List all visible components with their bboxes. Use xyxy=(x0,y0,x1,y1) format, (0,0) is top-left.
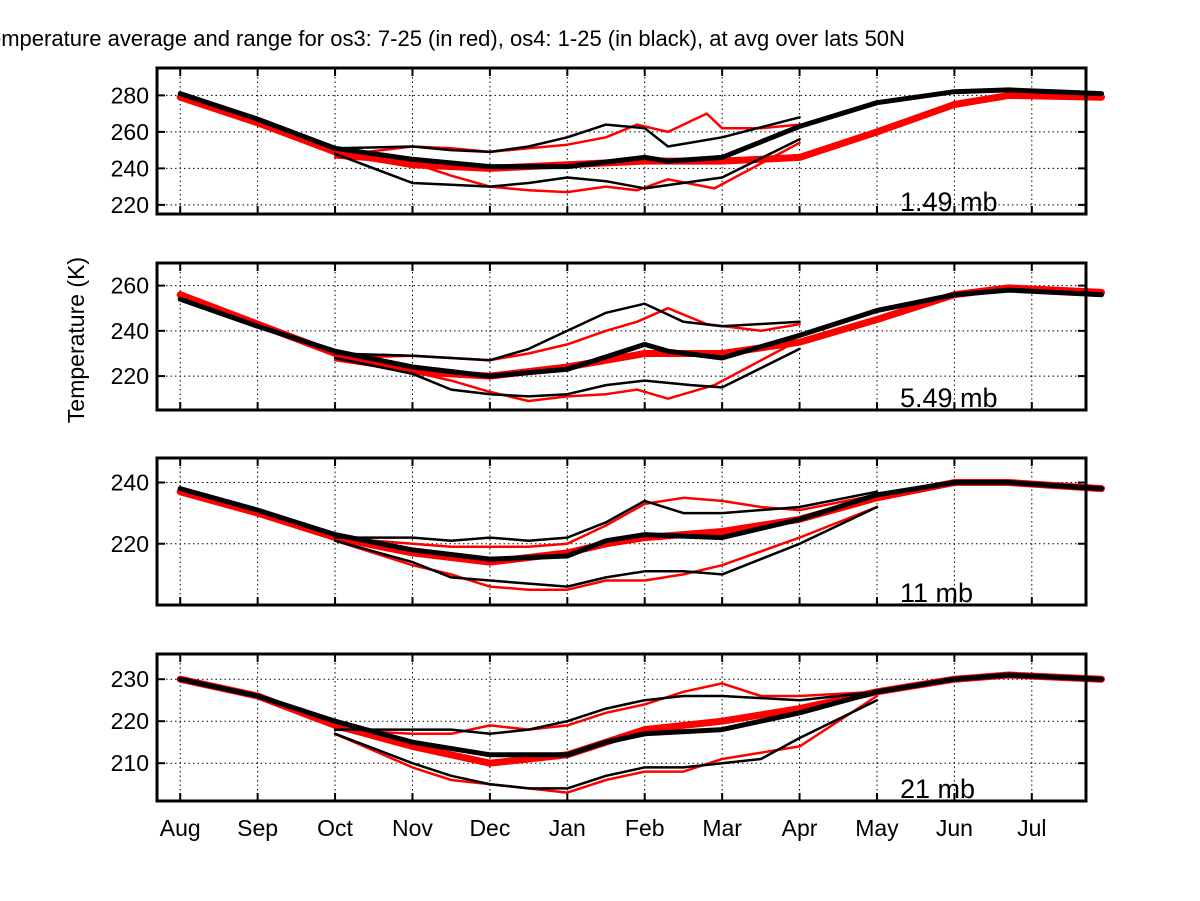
panel-frame xyxy=(155,261,1088,412)
series-os3-max-line xyxy=(333,112,801,157)
x-tick-label: Sep xyxy=(237,815,278,841)
y-tick-label: 280 xyxy=(111,82,149,108)
series-os4-min-line xyxy=(333,698,879,790)
series-os4-mean-line xyxy=(177,672,1104,758)
series-os3-min-line xyxy=(333,338,801,403)
panel-frame xyxy=(155,66,1088,216)
series-os4-mean-line xyxy=(177,87,1104,170)
x-tick-label: Mar xyxy=(702,815,742,841)
chart-title: Temperature average and range for os3: 7… xyxy=(0,26,905,51)
panel-level-label: 11 mb xyxy=(900,578,973,608)
x-tick-label: Apr xyxy=(782,815,818,841)
y-tick-label: 230 xyxy=(111,666,149,692)
panel-frame xyxy=(155,652,1088,803)
y-tick-label: 260 xyxy=(111,273,149,299)
panel-1: 220 240 260 280 1.49 mb xyxy=(111,66,1105,218)
series-os3-min-line xyxy=(333,505,879,591)
y-tick-label: 220 xyxy=(111,192,149,218)
series-os3-max-line xyxy=(333,493,879,549)
series-os4-max-line xyxy=(333,302,801,362)
panel-level-label: 5.49 mb xyxy=(900,383,998,413)
x-tick-label: Jul xyxy=(1017,815,1046,841)
series-os3-mean-line xyxy=(176,91,1105,172)
y-tick-label: 260 xyxy=(111,119,149,145)
x-tick-label: Nov xyxy=(392,815,433,841)
x-tick-label: Feb xyxy=(625,815,665,841)
series-os4-max-line xyxy=(333,490,879,542)
x-tick-label: May xyxy=(855,815,899,841)
panel-level-label: 1.49 mb xyxy=(900,187,998,217)
x-tick-label: Dec xyxy=(469,815,510,841)
y-axis-label: Temperature (K) xyxy=(63,257,89,423)
x-tick-label: Jun xyxy=(936,815,973,841)
series-os3-max-line xyxy=(333,682,879,736)
x-tick-label: Jan xyxy=(549,815,586,841)
panel-frame xyxy=(155,456,1088,607)
series-os3-min-line xyxy=(333,694,879,794)
series-os4-mean-line xyxy=(177,480,1104,562)
panels-group: 220 240 260 280 1.49 mb 220 240 260 5.49 mb 220 24… xyxy=(111,66,1105,804)
y-tick-label: 220 xyxy=(111,708,149,734)
series-os4-max-line xyxy=(333,116,801,154)
y-tick-label: 240 xyxy=(111,318,149,344)
y-tick-label: 210 xyxy=(111,750,149,776)
x-tick-label: Aug xyxy=(160,815,201,841)
panel-2: 220 240 260 5.49 mb xyxy=(111,261,1105,413)
panel-4: 210 220 230 21 mb xyxy=(111,652,1105,804)
panel-3: 220 240 11 mb xyxy=(111,456,1105,608)
series-os4-min-line xyxy=(333,347,801,398)
x-axis-tick-labels: Aug Sep Oct Nov Dec Jan Feb Mar Apr May Jun Jul xyxy=(160,815,1047,841)
y-tick-label: 220 xyxy=(111,363,149,389)
y-tick-label: 240 xyxy=(111,470,149,496)
x-tick-label: Oct xyxy=(317,815,353,841)
series-os4-min-line xyxy=(333,505,879,588)
series-os4-mean-line xyxy=(177,287,1104,379)
y-tick-label: 220 xyxy=(111,531,149,557)
series-os4-min-line xyxy=(333,137,801,190)
series-os4-max-line xyxy=(333,690,879,736)
panel-level-label: 21 mb xyxy=(900,774,975,804)
y-tick-label: 240 xyxy=(111,155,149,181)
